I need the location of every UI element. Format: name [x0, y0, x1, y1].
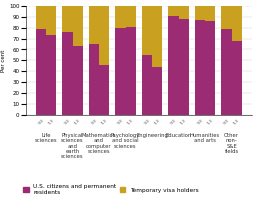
Bar: [152, 67, 162, 115]
Bar: [62, 6, 72, 32]
Bar: [222, 6, 232, 29]
Bar: [89, 6, 99, 44]
Bar: [115, 6, 125, 28]
Text: '93: '93: [223, 118, 230, 125]
Bar: [232, 6, 242, 41]
Bar: [205, 21, 215, 115]
Text: Other
non-
S&E
fields: Other non- S&E fields: [224, 133, 239, 154]
Text: '93: '93: [196, 118, 204, 125]
Bar: [46, 35, 56, 115]
Bar: [195, 20, 205, 115]
Bar: [62, 32, 72, 115]
Bar: [152, 6, 162, 67]
Text: '13: '13: [206, 118, 214, 125]
Text: '13: '13: [233, 118, 240, 125]
Bar: [205, 6, 215, 21]
Text: '13: '13: [180, 118, 187, 125]
Text: '93: '93: [170, 118, 177, 125]
Bar: [72, 6, 82, 46]
Bar: [125, 27, 136, 115]
Text: Life
sciences: Life sciences: [35, 133, 57, 143]
Text: Engineering: Engineering: [136, 133, 168, 138]
Bar: [36, 6, 46, 29]
Text: '93: '93: [117, 118, 124, 125]
Bar: [195, 6, 205, 20]
Text: '13: '13: [100, 118, 108, 125]
Text: Psychology
and social
sciences: Psychology and social sciences: [111, 133, 140, 149]
Bar: [36, 29, 46, 115]
Text: '93: '93: [37, 118, 45, 125]
Bar: [142, 55, 152, 115]
Text: Physical
sciences
and
earth
sciences: Physical sciences and earth sciences: [61, 133, 84, 160]
Bar: [115, 28, 125, 115]
Y-axis label: Per cent: Per cent: [1, 49, 6, 72]
Bar: [125, 6, 136, 27]
Text: '13: '13: [127, 118, 134, 125]
Text: '13: '13: [153, 118, 161, 125]
Text: '93: '93: [90, 118, 98, 125]
Bar: [99, 65, 109, 115]
Text: '93: '93: [143, 118, 151, 125]
Bar: [179, 19, 189, 115]
Bar: [168, 16, 179, 115]
Bar: [72, 46, 82, 115]
Bar: [179, 6, 189, 19]
Text: '13: '13: [47, 118, 55, 125]
Bar: [46, 6, 56, 35]
Bar: [222, 29, 232, 115]
Text: '13: '13: [74, 118, 81, 125]
Text: '93: '93: [64, 118, 71, 125]
Legend: U.S. citizens and permanent
residents, Temporary visa holders: U.S. citizens and permanent residents, T…: [23, 184, 199, 195]
Text: Education: Education: [166, 133, 192, 138]
Text: Humanities
and arts: Humanities and arts: [190, 133, 220, 143]
Bar: [142, 6, 152, 55]
Bar: [99, 6, 109, 65]
Bar: [232, 41, 242, 115]
Bar: [89, 44, 99, 115]
Bar: [168, 6, 179, 16]
Text: Mathematics
and
computer
sciences: Mathematics and computer sciences: [82, 133, 116, 154]
